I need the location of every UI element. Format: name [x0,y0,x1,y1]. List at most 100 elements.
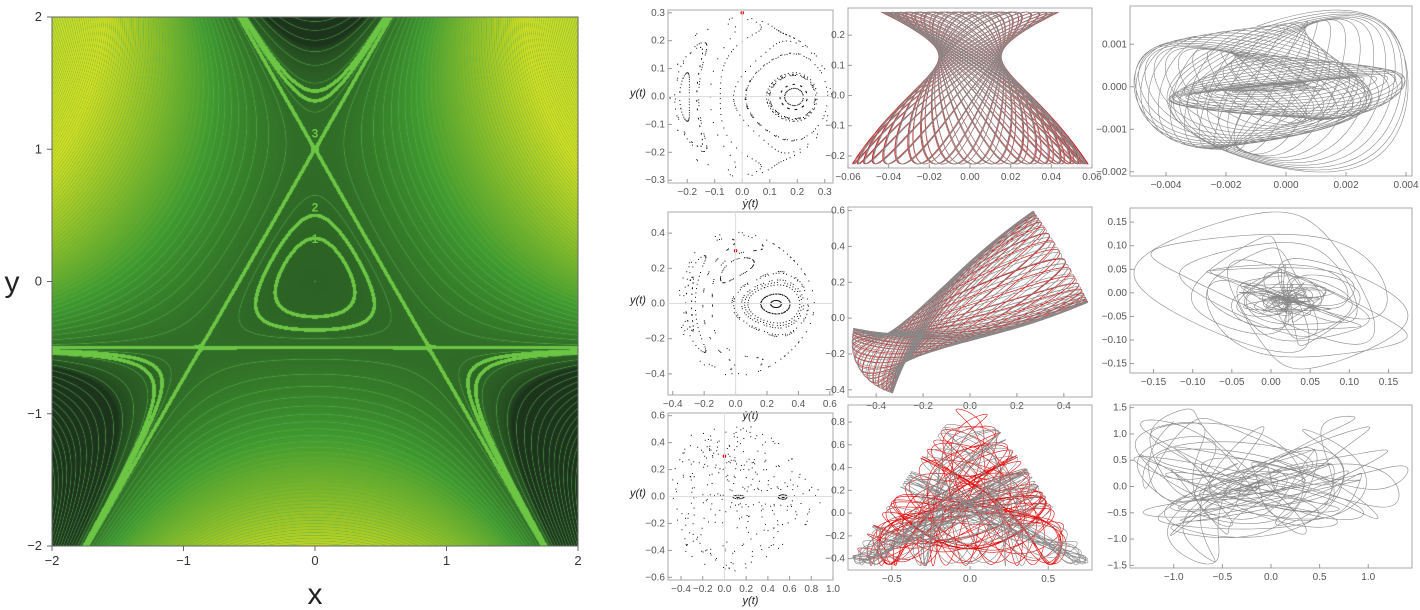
plot-frame [1129,404,1413,569]
y-tick-label: 0.0 [831,313,845,324]
x-tick-label: −1 [176,553,191,568]
panel-r3-c3 [1133,408,1409,565]
y-tick-label: 0.00 [1108,288,1128,299]
poincare-section-points [679,72,690,122]
y-tick-label: −0.002 [1096,167,1127,178]
x-tick-label: 0.04 [1042,172,1062,183]
x-tick-label: −0.1 [705,187,725,198]
x-tick-label: −0.15 [1141,377,1167,388]
x-tick-label: −0.2 [693,584,713,595]
x-tick-label: 0.1 [763,187,777,198]
x-tick-label: 0.0 [729,399,743,410]
y-tick-label: 0.0 [831,91,845,102]
x-tick-label: 0.000 [1273,180,1298,191]
y-tick-label: 0.0 [651,92,665,103]
y-tick-label: 0.3 [651,8,665,19]
x-tick-label: −1.0 [1164,572,1184,583]
x-tick-label: 0.00 [960,172,980,183]
panel-r1-c2 [851,11,1089,165]
poincare-section-points [685,276,694,332]
y-axis-title: y(t) [629,88,646,100]
panel-r1-c1 [669,10,832,177]
x-tick-label: 0.0 [963,574,977,585]
x-tick-label: −0.02 [917,172,943,183]
y-tick-label: −0.5 [1107,508,1127,519]
y-tick-label: 0.2 [651,263,665,274]
y-tick-label: −0.2 [825,151,845,162]
poincare-section-points [674,42,708,152]
x-tick-label: 0.15 [1379,377,1399,388]
x-tick-label: 0.02 [1001,172,1021,183]
poincare-section-points [672,426,816,572]
x-tick-label: −0.5 [882,574,902,585]
x-tick-label: 0.0 [735,187,749,198]
y-tick-label: −0.2 [825,349,845,360]
y-tick-label: −0.10 [1102,335,1128,346]
y-tick-label: 0.5 [1113,455,1127,466]
y-tick-label: 0.10 [1108,241,1128,252]
y-tick-label: 0.6 [831,440,845,451]
x-tick-label: 0.5 [1313,572,1327,583]
x-axis-title: x [308,578,323,610]
y-tick-label: 1.0 [1113,429,1127,440]
x-tick-label: 0.4 [1057,401,1071,412]
y-axis-title: y(t) [629,488,646,500]
y-tick-label: 0.0 [651,492,665,503]
y-tick-label: −0.2 [645,518,665,529]
y-tick-label: 0.4 [651,438,665,449]
y-tick-label: 0.1 [651,64,665,75]
y-tick-label: 0.8 [831,417,845,428]
y-tick-label: 0.2 [831,30,845,41]
x-tick-label: 0.0 [963,401,977,412]
y-tick-label: 0.2 [831,277,845,288]
y-tick-label: −2 [27,538,42,553]
x-tick-label: 0 [311,553,318,568]
trajectory-line [851,210,1089,394]
poincare-section-points [675,428,755,566]
x-tick-label: −0.4 [671,584,691,595]
poincare-section-points [672,434,821,569]
x-tick-label: −0.06 [835,172,861,183]
x-tick-label: −2 [45,553,60,568]
x-axis-title: ẏ(t) [742,198,759,210]
x-tick-label: 0.5 [1041,574,1055,585]
y-tick-label: 0.0 [651,299,665,310]
y-tick-label: −0.4 [645,369,665,380]
y-tick-label: −0.6 [645,572,665,583]
y-axis-title: y [5,266,20,299]
y-tick-label: 1 [35,141,42,156]
y-tick-label: −0.15 [1102,359,1128,370]
y-tick-label: 0.6 [831,206,845,217]
x-tick-label: −0.4 [663,399,683,410]
y-tick-label: 0.4 [831,241,845,252]
x-tick-label: 0.6 [783,584,797,595]
y-tick-label: 0.0 [1113,482,1127,493]
y-axis-title: y(t) [629,295,646,307]
x-tick-label: −0.2 [694,399,714,410]
contour-level-label: 3 [312,126,319,140]
y-tick-label: 0.4 [651,228,665,239]
y-tick-label: 0.001 [1102,39,1127,50]
y-tick-label: −0.1 [825,121,845,132]
trajectory-line [1133,408,1409,565]
y-tick-label: −0.2 [825,531,845,542]
y-tick-label: −0.001 [1096,124,1127,135]
x-tick-label: 0.06 [1082,172,1102,183]
x-tick-label: −0.004 [1151,180,1182,191]
y-tick-label: 0.6 [651,411,665,422]
poincare-section-points [744,52,829,142]
x-tick-label: 0.0 [1264,572,1278,583]
x-axis-title: ẏ(t) [742,410,759,422]
y-tick-label: 0.05 [1108,264,1128,275]
x-tick-label: −0.10 [1180,377,1206,388]
x-tick-label: 0.00 [1261,377,1281,388]
x-tick-label: −0.04 [876,172,902,183]
poincare-section-points [683,255,707,353]
panel-r1-c3 [1133,9,1409,173]
y-tick-label: −1 [27,406,42,421]
y-tick-label: 2 [35,9,42,24]
poincare-section-points [682,238,736,370]
plot-frame [1129,5,1413,177]
x-tick-label: 0.0 [717,584,731,595]
